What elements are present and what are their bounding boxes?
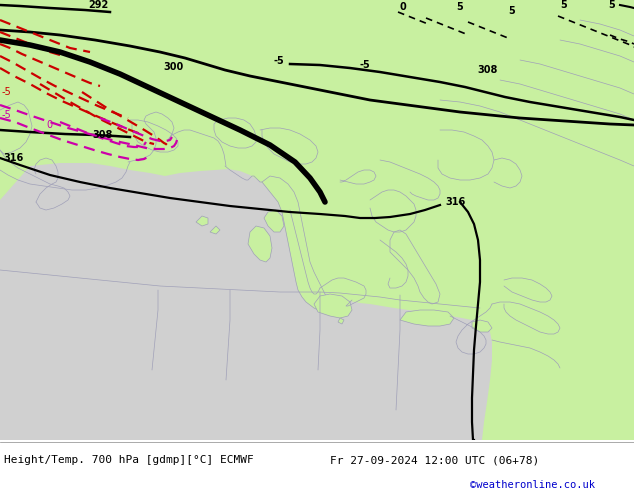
Text: ©weatheronline.co.uk: ©weatheronline.co.uk <box>470 480 595 490</box>
Polygon shape <box>472 320 492 332</box>
Text: 5: 5 <box>508 6 515 16</box>
Polygon shape <box>248 226 272 262</box>
Text: 5: 5 <box>560 0 567 10</box>
Text: 0: 0 <box>46 120 52 130</box>
Text: 300: 300 <box>163 62 183 72</box>
Text: Height/Temp. 700 hPa [gdmp][°C] ECMWF: Height/Temp. 700 hPa [gdmp][°C] ECMWF <box>4 455 254 465</box>
Polygon shape <box>314 294 352 318</box>
Polygon shape <box>196 216 208 226</box>
Text: 316: 316 <box>445 197 465 207</box>
Polygon shape <box>0 163 492 440</box>
Text: -5: -5 <box>2 87 12 97</box>
Polygon shape <box>210 226 220 234</box>
Text: Fr 27-09-2024 12:00 UTC (06+78): Fr 27-09-2024 12:00 UTC (06+78) <box>330 455 540 465</box>
Polygon shape <box>262 176 328 312</box>
Text: -5: -5 <box>274 56 285 66</box>
Text: 308: 308 <box>477 65 498 75</box>
Polygon shape <box>390 230 440 304</box>
Text: 292: 292 <box>88 0 108 10</box>
Polygon shape <box>338 318 344 324</box>
Text: 308: 308 <box>92 130 112 140</box>
Text: 5: 5 <box>456 2 463 12</box>
Text: 316: 316 <box>3 153 23 163</box>
Text: 5: 5 <box>608 0 615 10</box>
Text: 0: 0 <box>400 2 407 12</box>
Polygon shape <box>400 310 454 326</box>
Text: -5: -5 <box>360 60 371 70</box>
Polygon shape <box>264 210 284 232</box>
Text: -5: -5 <box>2 110 12 120</box>
